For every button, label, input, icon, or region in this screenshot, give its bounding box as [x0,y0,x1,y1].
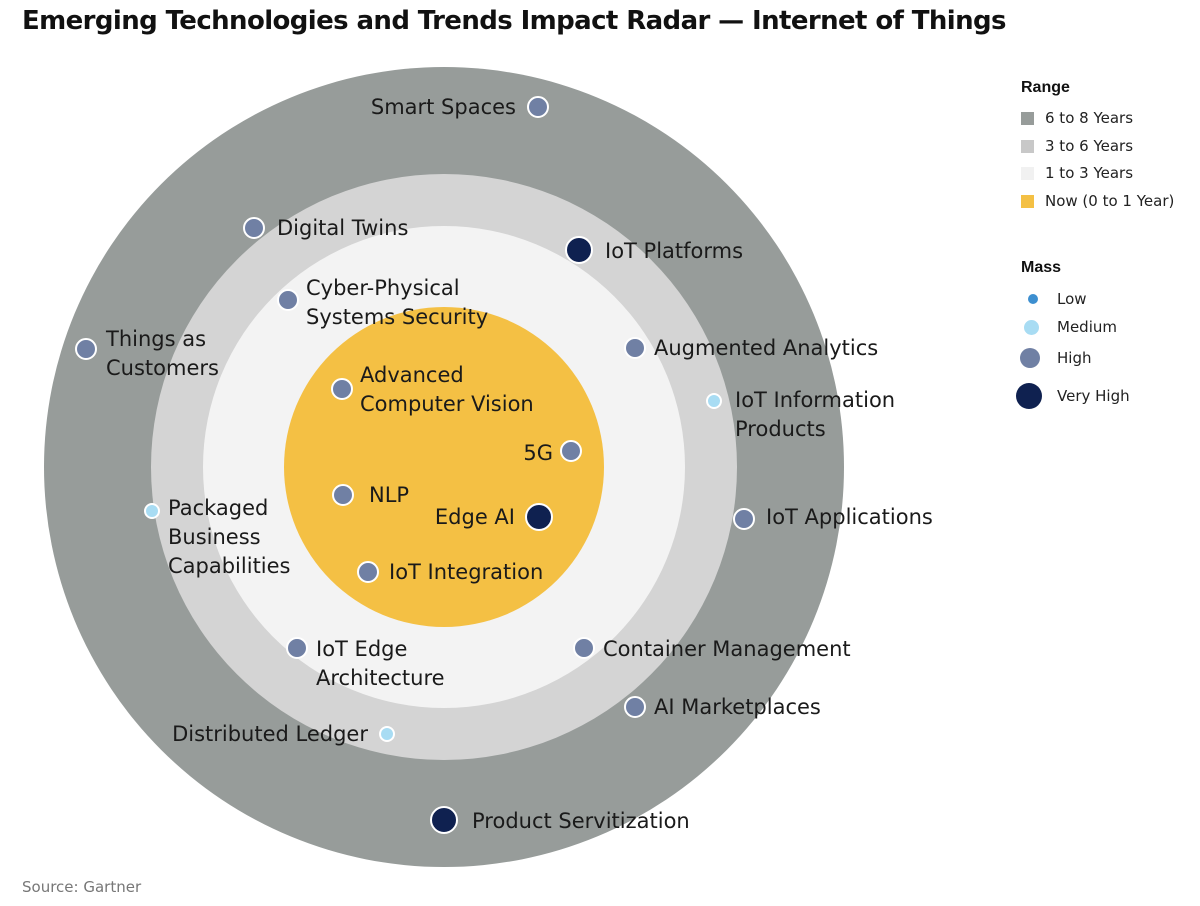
radar-dot-iot-edge-architecture [286,637,308,659]
radar-item-packaged-business-capabilities: Packaged Business Capabilities [144,496,291,578]
radar-item-distributed-ledger: Distributed Ledger [172,722,395,746]
legend-mass-title: Mass [1021,259,1062,276]
radar-item-things-as-customers: Things as Customers [75,327,219,380]
radar-label-advanced-computer-vision: Advanced [360,363,464,387]
radar-item-cyber-physical-systems-security: Cyber-Physical Systems Security [277,276,488,329]
radar-dot-cyber-physical-systems-security [277,289,299,311]
radar-item-iot-applications: IoT Applications [733,505,933,530]
radar-label-ai-marketplaces: AI Marketplaces [654,695,821,719]
radar-dot-product-servitization [430,806,458,834]
legend-range-label: 1 to 3 Years [1045,164,1134,182]
radar-item-iot-information-products: IoT Information Products [706,388,895,441]
radar-item-iot-platforms: IoT Platforms [565,236,743,264]
radar-label-distributed-ledger: Distributed Ledger [172,722,368,746]
radar-dot-distributed-ledger [379,726,395,742]
radar-dot-digital-twins [243,217,265,239]
radar-label-advanced-computer-vision: Computer Vision [360,392,534,416]
legend-mass-medium: Medium [1020,318,1117,336]
legend-mass-label: High [1057,349,1092,367]
radar-item-digital-twins: Digital Twins [243,216,408,240]
radar-dot-smart-spaces [527,96,549,118]
radar-label-edge-ai: Edge AI [435,505,515,529]
radar-label-iot-edge-architecture: Architecture [316,666,445,690]
radar-item-smart-spaces: Smart Spaces [371,95,549,119]
mass-low-dot [1028,294,1038,304]
radar-label-packaged-business-capabilities: Packaged [168,496,268,520]
radar-item-augmented-analytics: Augmented Analytics [624,336,878,360]
radar-label-iot-applications: IoT Applications [766,505,933,529]
radar-label-things-as-customers: Things as [105,327,206,351]
radar-label-product-servitization: Product Servitization [472,809,690,833]
radar-label-iot-information-products: IoT Information [735,388,895,412]
legend-range-now: Now (0 to 1 Year) [1021,192,1174,210]
mass-medium-dot [1024,319,1039,335]
radar-label-packaged-business-capabilities: Business [168,525,261,549]
radar-dot-iot-platforms [565,236,593,264]
impact-radar: Smart Spaces Things as Customers Distribute… [44,67,933,867]
page-title: Emerging Technologies and Trends Impact … [22,6,1007,36]
legend-range-label: 6 to 8 Years [1045,109,1134,127]
legend-range-label: Now (0 to 1 Year) [1045,192,1175,210]
radar-dot-nlp [332,484,354,506]
radar-label-packaged-business-capabilities: Capabilities [168,554,291,578]
radar-dot-iot-integration [357,561,379,583]
legend-mass-label: Medium [1057,318,1117,336]
swatch-6-8 [1021,111,1034,125]
radar-dot-iot-information-products [706,393,722,409]
radar-label-iot-information-products: Products [735,417,826,441]
radar-label-augmented-analytics: Augmented Analytics [654,336,878,360]
legend-mass-low: Low [1023,290,1087,308]
radar-label-nlp: NLP [369,483,409,507]
legend-range-title: Range [1021,79,1070,96]
radar-dot-5g [560,440,582,462]
source-note: Source: Gartner [22,878,142,896]
radar-item-iot-integration: IoT Integration [357,560,543,584]
legend-range-label: 3 to 6 Years [1045,137,1134,155]
mass-high-dot [1020,348,1040,368]
radar-item-product-servitization: Product Servitization [430,806,690,834]
radar-label-container-management: Container Management [603,637,851,661]
radar-item-nlp: NLP [332,483,409,507]
ring-now [284,307,604,627]
radar-label-iot-platforms: IoT Platforms [605,239,743,263]
radar-item-edge-ai: Edge AI [435,503,553,531]
radar-label-cyber-physical-systems-security: Systems Security [306,305,488,329]
swatch-1-3 [1021,166,1034,180]
radar-dot-packaged-business-capabilities [144,503,160,519]
radar-dot-container-management [573,637,595,659]
legend-mass-high: High [1018,348,1091,368]
legend-mass-label: Very High [1057,387,1130,405]
swatch-3-6 [1021,139,1034,153]
radar-dot-augmented-analytics [624,337,646,359]
radar-label-things-as-customers: Customers [106,356,219,380]
radar-item-ai-marketplaces: AI Marketplaces [624,695,821,719]
radar-item-5g: 5G [523,440,582,465]
radar-item-container-management: Container Management [573,637,851,661]
legend-range-1-3: 1 to 3 Years [1021,164,1133,182]
radar-dot-advanced-computer-vision [331,378,353,400]
legend-range-6-8: 6 to 8 Years [1021,109,1133,127]
radar-dot-iot-applications [733,508,755,530]
swatch-now [1021,194,1034,208]
radar-dot-things-as-customers [75,338,97,360]
legend-range-3-6: 3 to 6 Years [1021,137,1133,155]
radar-item-iot-edge-architecture: IoT Edge Architecture [286,637,445,690]
radar-dot-ai-marketplaces [624,696,646,718]
radar-label-digital-twins: Digital Twins [277,216,408,240]
radar-item-advanced-computer-vision: Advanced Computer Vision [331,363,534,416]
legend-mass-label: Low [1057,290,1087,308]
mass-very-high-dot [1016,383,1042,409]
radar-dot-edge-ai [525,503,553,531]
radar-label-smart-spaces: Smart Spaces [371,95,516,119]
radar-label-iot-edge-architecture: IoT Edge [316,637,407,661]
radar-label-iot-integration: IoT Integration [389,560,543,584]
radar-label-5g: 5G [523,441,553,465]
legend-mass-very-high: Very High [1016,383,1130,409]
radar-label-cyber-physical-systems-security: Cyber-Physical [306,276,460,300]
